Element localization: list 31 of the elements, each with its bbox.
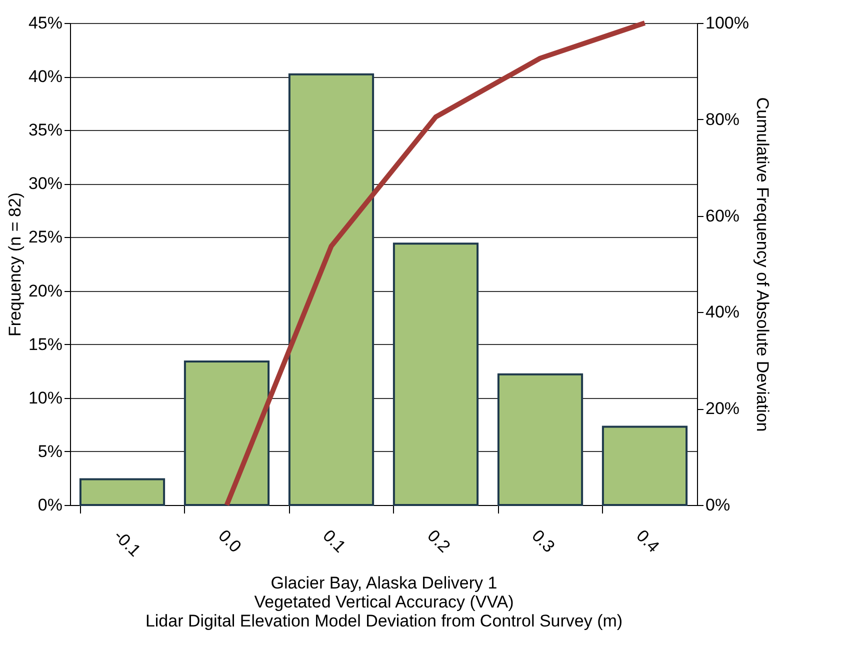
y2-tick-label: 100% bbox=[706, 14, 749, 32]
x-tick-label: 0.2 bbox=[424, 526, 454, 556]
x-tick-label: 0.0 bbox=[214, 526, 245, 556]
bar bbox=[79, 478, 166, 506]
y-tick-label: 10% bbox=[28, 388, 62, 408]
y-tick-label: 20% bbox=[28, 281, 62, 300]
y-axis-title: Frequency (n = 82) bbox=[5, 192, 24, 337]
y2-tick-label: 40% bbox=[706, 302, 740, 322]
x-axis-title: Glacier Bay, Alaska Delivery 1 Vegetated Vertical Accuracy (VVA) Lidar Digital Elevation Model Deviation from Control Survey (m) bbox=[145, 574, 623, 631]
y-tick-label: 5% bbox=[38, 442, 62, 461]
x-tick-label: 0.1 bbox=[319, 526, 350, 556]
bar bbox=[392, 242, 479, 506]
y-tick-label: 0% bbox=[38, 496, 62, 514]
y2-tick-label: 60% bbox=[706, 206, 740, 226]
y-tick-label: 45% bbox=[28, 14, 62, 32]
y2-tick-label: 0% bbox=[706, 496, 730, 514]
x-tick-label: 0.4 bbox=[632, 526, 663, 556]
bar bbox=[497, 373, 584, 506]
y-tick-label: 40% bbox=[28, 67, 62, 86]
y2-tick-label: 20% bbox=[706, 399, 740, 418]
bar bbox=[184, 360, 270, 506]
y-tick-label: 30% bbox=[28, 174, 62, 194]
x-tick-label: -0.1 bbox=[110, 526, 144, 560]
x-tick-label: 0.3 bbox=[528, 526, 558, 556]
bar bbox=[602, 426, 688, 506]
y-tick-label: 25% bbox=[28, 228, 62, 247]
y2-tick-label: 80% bbox=[706, 110, 740, 129]
y-tick-label: 15% bbox=[28, 334, 62, 354]
bar bbox=[288, 73, 374, 506]
y-tick-label: 35% bbox=[28, 120, 62, 140]
y2-axis-title: Cumulative Frequency of Absolute Deviation bbox=[752, 97, 772, 432]
